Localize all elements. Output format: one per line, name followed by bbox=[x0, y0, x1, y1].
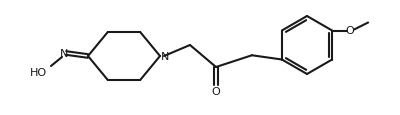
Text: N: N bbox=[60, 49, 68, 59]
Text: N: N bbox=[161, 52, 169, 61]
Text: O: O bbox=[346, 26, 354, 36]
Text: HO: HO bbox=[30, 67, 46, 77]
Text: O: O bbox=[212, 86, 220, 96]
